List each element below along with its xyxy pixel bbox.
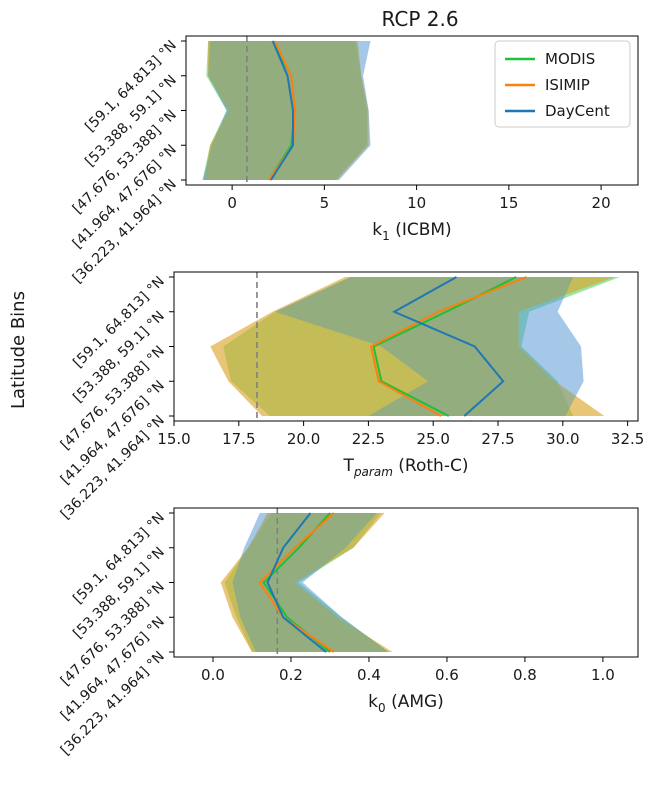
x-tick-label: 20 <box>592 194 611 212</box>
x-tick-label: 0.0 <box>201 666 225 684</box>
x-tick-label: 15.0 <box>157 430 190 448</box>
x-tick-label: 22.5 <box>352 430 385 448</box>
legend-label-isimip: ISIMIP <box>545 76 590 94</box>
legend: MODIS ISIMIP DayCent <box>494 40 631 128</box>
line-isimip <box>369 276 527 417</box>
plot-area <box>210 272 620 421</box>
x-tick-label: 1.0 <box>591 666 615 684</box>
x-axis-label: Tparam (Roth-C) <box>343 456 469 479</box>
x-tick-label: 17.5 <box>222 430 255 448</box>
x-tick-label: 10 <box>407 194 426 212</box>
band-daycent <box>232 513 389 652</box>
x-tick-label: 27.5 <box>481 430 514 448</box>
x-tick-label: 15 <box>499 194 518 212</box>
x-tick-label: 0.6 <box>435 666 459 684</box>
legend-box <box>494 40 631 128</box>
x-tick-label: 32.5 <box>611 430 644 448</box>
panel-2: 15.0 17.5 20.0 22.5 25.0 27.5 30.0 32.5 Tparam (… <box>58 271 644 523</box>
legend-label-modis: MODIS <box>545 50 595 68</box>
legend-label-daycent: DayCent <box>545 102 610 120</box>
plot-area <box>202 36 371 185</box>
figure-title: RCP 2.6 <box>381 7 458 31</box>
line-daycent <box>266 512 327 653</box>
band-overlay <box>220 513 393 652</box>
x-tick-label: 0.2 <box>279 666 303 684</box>
x-tick-label: 0 <box>227 194 237 212</box>
x-tick-label: 0.8 <box>513 666 537 684</box>
panel-3: 0.0 0.2 0.4 0.6 0.8 1.0k0 (AMG)[59.1, 64.813]… <box>58 507 639 759</box>
x-axis-label: k1 (ICBM) <box>372 220 451 243</box>
band-overlay <box>204 41 369 180</box>
line-daycent <box>392 276 505 417</box>
band-daycent <box>275 277 584 416</box>
shared-y-axis-label: Latitude Bins <box>8 291 29 409</box>
x-axis-label: k0 (AMG) <box>368 692 444 715</box>
x-tick-label: 25.0 <box>417 430 450 448</box>
plot-area <box>220 508 393 657</box>
x-tick-label: 5 <box>320 194 330 212</box>
line-isimip <box>258 512 335 653</box>
x-tick-label: 30.0 <box>546 430 579 448</box>
x-tick-label: 20.0 <box>287 430 320 448</box>
x-tick-label: 0.4 <box>357 666 381 684</box>
band-daycent <box>202 41 371 180</box>
band-overlay <box>210 277 615 416</box>
line-daycent <box>270 40 294 181</box>
